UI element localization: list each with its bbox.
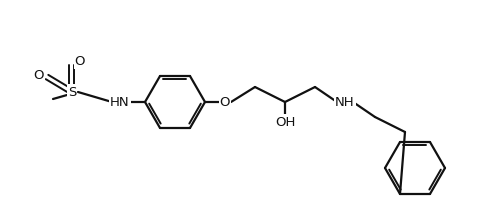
- Text: O: O: [75, 55, 85, 68]
- Text: OH: OH: [274, 116, 295, 128]
- Text: O: O: [34, 68, 44, 81]
- Text: HN: HN: [110, 95, 130, 108]
- Text: S: S: [68, 86, 76, 99]
- Text: NH: NH: [334, 95, 354, 108]
- Text: O: O: [219, 95, 230, 108]
